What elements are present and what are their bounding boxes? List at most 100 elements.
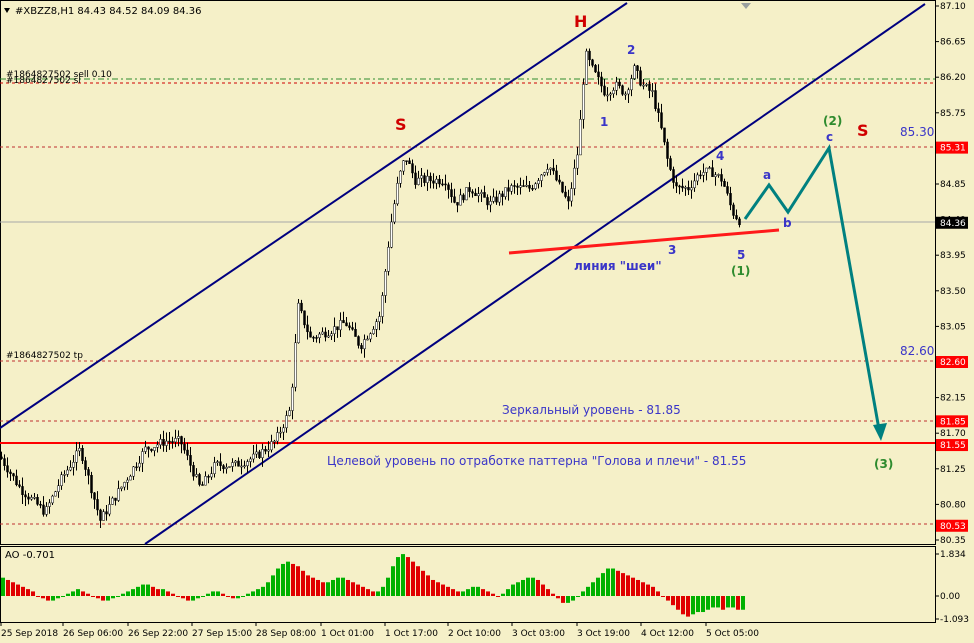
ao-bar — [16, 584, 20, 596]
y-tick-label: 80.80 — [940, 500, 966, 510]
ao-bar — [651, 586, 655, 596]
candle-body — [585, 50, 588, 85]
candle-body — [327, 335, 330, 338]
candle-body — [462, 194, 465, 201]
candle-body — [219, 461, 222, 466]
candle-body — [660, 112, 663, 129]
price-tags: 85.31 84.36 82.60 81.85 81.55 80.53 — [936, 141, 968, 532]
x-tick-label: 27 Sep 15:00 — [192, 629, 252, 639]
candle-body — [33, 497, 36, 499]
ao-bar — [286, 561, 290, 596]
ao-bar — [601, 573, 605, 596]
candle-body — [273, 440, 276, 443]
candle-body — [477, 193, 480, 197]
candle-body — [345, 322, 348, 327]
ao-bar — [301, 570, 305, 596]
ao-bar — [376, 591, 380, 596]
candle-body — [615, 81, 618, 91]
ao-axis: 1.834 0.00 -1.093 — [935, 550, 969, 625]
wave-c-label: c — [826, 130, 833, 144]
candle-body — [105, 511, 108, 515]
candle-body — [663, 127, 666, 143]
candle-body — [321, 331, 324, 335]
candle-body — [84, 460, 87, 470]
candle-body — [519, 185, 522, 188]
ao-bar — [426, 575, 430, 596]
ao-bar — [226, 596, 230, 597]
symbol-dropdown-icon[interactable] — [4, 8, 10, 13]
candle-body — [639, 70, 642, 86]
x-tick-label: 3 Oct 19:00 — [577, 629, 630, 639]
candle-body — [324, 331, 327, 338]
candle-body — [546, 169, 549, 173]
ao-bar — [636, 579, 640, 596]
candle-body — [21, 486, 24, 495]
ao-bar — [706, 596, 710, 610]
ao-bar — [216, 591, 220, 596]
candle-body — [306, 324, 309, 333]
candle-body — [627, 89, 630, 95]
candle-body — [606, 94, 609, 97]
wave-paren-3-label: (3) — [874, 457, 893, 471]
price-tag-box — [936, 439, 968, 452]
ao-label: AO -0.701 — [5, 550, 55, 561]
candle-body — [60, 474, 63, 486]
candle-body — [450, 189, 453, 198]
candle-body — [192, 465, 195, 477]
channel-lines — [0, 2, 926, 545]
ao-bar — [421, 570, 425, 596]
candle-body — [396, 183, 399, 205]
candle-body — [195, 474, 198, 477]
candle-body — [303, 310, 306, 326]
ao-bar — [166, 591, 170, 596]
candle-body — [504, 187, 507, 197]
ao-bar — [461, 591, 465, 596]
candle-body — [357, 336, 360, 346]
x-axis: 25 Sep 2018 26 Sep 06:00 26 Sep 22:00 27 Se… — [0, 622, 759, 639]
candle-body — [579, 119, 582, 156]
candle-body — [156, 444, 159, 448]
candle-body — [102, 511, 105, 521]
candle-body — [213, 462, 216, 474]
ao-bar — [561, 596, 565, 603]
ao-bar — [211, 591, 215, 596]
candle-body — [261, 449, 264, 458]
ao-bar — [471, 586, 475, 596]
candle-body — [186, 449, 189, 456]
sl-order-label[interactable]: #1864827502 sl — [6, 76, 81, 86]
candle-body — [54, 491, 57, 497]
scroll-marker-icon[interactable] — [741, 3, 751, 9]
candle-body — [588, 50, 591, 61]
candle-body — [36, 497, 39, 505]
shoulder-left-label: S — [395, 115, 407, 134]
symbol-info: #XBZZ8,H1 84.43 84.52 84.09 84.36 — [15, 6, 201, 17]
tp-order-label[interactable]: #1864827502 tp — [6, 351, 83, 361]
candle-body — [333, 326, 336, 334]
wave-1-label: 1 — [600, 115, 608, 129]
candle-body — [72, 462, 75, 468]
ao-bar — [246, 593, 250, 596]
candle-body — [720, 174, 723, 182]
ao-bar — [236, 596, 240, 599]
wave-2-label: 2 — [627, 43, 635, 57]
ao-bar — [86, 593, 90, 596]
ao-bar — [646, 584, 650, 596]
candle-body — [711, 167, 714, 177]
candle-body — [81, 448, 84, 461]
candle-body — [51, 495, 54, 504]
candle-body — [39, 504, 42, 506]
ao-bar — [266, 582, 270, 596]
candle-body — [165, 440, 168, 446]
ao-bar — [696, 596, 700, 613]
candle-body — [474, 192, 477, 197]
ao-bar — [631, 577, 635, 596]
candle-body — [600, 76, 603, 87]
ao-bar — [241, 596, 245, 597]
sell-order-label[interactable]: #1864827502 sell 0.10 — [6, 70, 112, 80]
ao-bar — [711, 596, 715, 608]
ao-bar — [386, 577, 390, 596]
candle-body — [264, 449, 267, 452]
y-tick-label: 87.10 — [940, 2, 966, 12]
candle-body — [210, 473, 213, 478]
header-block: #XBZZ8,H1 84.43 84.52 84.09 84.36 #18648… — [4, 3, 751, 361]
